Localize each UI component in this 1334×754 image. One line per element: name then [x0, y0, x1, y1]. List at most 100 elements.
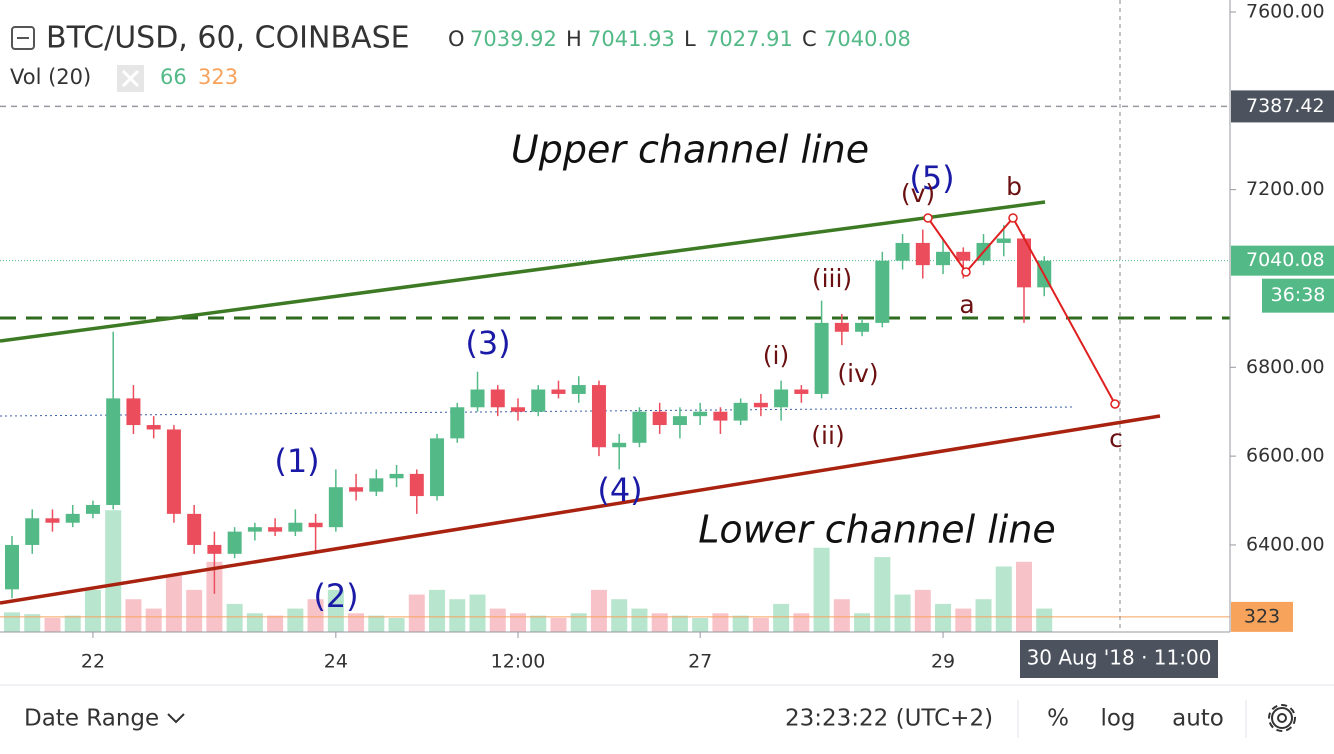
last-price-label: 7040.08 — [1246, 249, 1325, 271]
volume-bar — [631, 608, 648, 632]
ohlc-value: 7027.91 — [706, 27, 793, 51]
x-tick-label: 29 — [931, 651, 955, 673]
auto-button[interactable]: auto — [1172, 706, 1224, 732]
volume-bar — [894, 594, 911, 632]
settings-gear[interactable] — [1268, 704, 1296, 732]
candle-body — [551, 389, 566, 394]
candle-body — [794, 389, 809, 394]
gear-ring[interactable] — [1271, 707, 1293, 729]
candle-body — [369, 478, 384, 492]
ohlc-value: 7041.93 — [588, 27, 675, 51]
candle-body — [328, 487, 343, 528]
candle-body — [85, 504, 100, 514]
candle-body — [875, 260, 890, 323]
volume-layer — [0, 510, 1230, 632]
hide-icon[interactable] — [11, 26, 35, 50]
volume-bar — [692, 617, 709, 632]
candle-body — [1017, 238, 1031, 288]
gear-hub[interactable] — [1277, 713, 1287, 723]
candle-body — [531, 389, 546, 412]
time-axis: 22 24 12:00 27 29 — [81, 632, 955, 673]
volume-bar — [833, 599, 850, 632]
gear-teeth[interactable] — [1268, 704, 1296, 732]
percent-button[interactable]: % — [1047, 706, 1069, 732]
volume-last: 66 — [160, 65, 187, 89]
candle-body — [207, 544, 222, 554]
volume-bar — [287, 608, 304, 632]
icon-x[interactable] — [121, 69, 140, 88]
volume-bar — [955, 608, 972, 632]
volume-bar — [1016, 561, 1032, 632]
pivot — [1110, 399, 1120, 409]
volume-bar — [226, 603, 243, 632]
ohlc-legend: O 7039.92 H 7041.93 L 7027.91 C 7040.08 — [448, 27, 911, 51]
candle-body — [450, 407, 465, 439]
volume-bar — [510, 613, 526, 632]
volume-bar — [44, 617, 61, 632]
candle-body — [389, 473, 404, 479]
ohlc-value: 7039.92 — [470, 27, 557, 51]
candle-body — [126, 398, 141, 426]
volume-bar — [348, 613, 365, 632]
countdown-box — [1262, 278, 1334, 313]
drawings — [0, 200, 1161, 605]
candle-body — [996, 238, 1011, 243]
candle-body — [187, 513, 202, 545]
annotation: (i) — [763, 341, 789, 370]
volume-bar — [854, 613, 871, 632]
lower-channel-line — [0, 414, 1161, 605]
volume-bar — [84, 589, 101, 632]
annotation: a — [959, 290, 974, 319]
annotation: Upper channel line — [511, 128, 869, 172]
volume-bar — [267, 615, 284, 632]
hide-icon-box[interactable] — [11, 26, 35, 50]
log-button[interactable]: log — [1100, 706, 1135, 732]
volume-bar — [64, 615, 81, 632]
dropdown-chevron[interactable] — [167, 713, 185, 724]
candle-body — [571, 385, 586, 394]
x-tick-label: 12:00 — [491, 651, 546, 673]
candle-body — [430, 438, 445, 497]
y-tick-label: 6600.00 — [1246, 445, 1325, 467]
candle-body — [470, 389, 485, 408]
volume-bar — [813, 547, 830, 632]
volume-bar — [570, 613, 587, 632]
volume-bar — [489, 608, 506, 632]
pivot — [961, 267, 971, 277]
ohlc-key: C — [802, 27, 817, 51]
candle-body — [45, 518, 60, 523]
candle-body — [268, 527, 283, 532]
volume-bar — [773, 603, 790, 632]
candle-body — [227, 531, 242, 554]
candle-body — [936, 251, 951, 266]
date-range[interactable]: Date Range — [24, 706, 159, 732]
volume-ma: 323 — [198, 65, 238, 89]
volume-ma-box — [1231, 601, 1293, 632]
volume-bar — [105, 510, 122, 632]
annotation: c — [1109, 424, 1123, 453]
volume-bar — [429, 589, 446, 632]
annotation: (2) — [313, 577, 358, 615]
volume-bar — [550, 617, 567, 632]
candle-body — [632, 411, 647, 443]
volume-bar — [449, 599, 466, 632]
candle-body — [672, 416, 687, 426]
candle-body — [693, 411, 708, 417]
ohlc-key: O — [448, 27, 465, 51]
volume-bar — [469, 594, 486, 632]
price-axis-labels: 7600.00 7200.00 6800.00 6600.00 6400.00 7387.… — [1230, 0, 1334, 632]
candle-body — [146, 425, 161, 430]
candle-body — [591, 385, 606, 448]
volume-bar — [165, 575, 182, 632]
candle-body — [855, 322, 870, 332]
candle-body — [511, 407, 525, 412]
volume-bar — [651, 613, 668, 632]
volume-bar — [995, 566, 1012, 632]
volume-bar — [874, 557, 891, 632]
candle-body — [490, 389, 505, 408]
ohlc-key: L — [684, 27, 696, 51]
volume-hide-icon[interactable] — [117, 65, 144, 92]
volume-name: Vol (20) — [10, 65, 91, 89]
pivot — [923, 213, 933, 223]
